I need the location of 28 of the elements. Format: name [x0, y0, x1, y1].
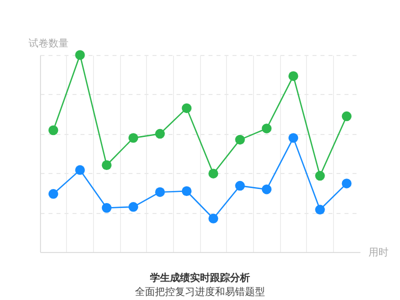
point — [208, 214, 218, 224]
point — [342, 178, 352, 188]
point — [288, 71, 298, 81]
point — [182, 103, 192, 114]
text: 学生成绩实时跟踪分析 — [150, 272, 250, 284]
point — [208, 168, 218, 178]
x-axis-title: 用时 — [368, 246, 388, 258]
point — [102, 160, 112, 170]
point — [102, 203, 112, 213]
point — [235, 180, 245, 191]
point — [182, 186, 192, 196]
point — [75, 165, 85, 175]
y-axis-title: 试卷数量 — [28, 38, 68, 50]
point — [315, 170, 325, 181]
point — [75, 50, 85, 60]
point — [315, 204, 325, 215]
point — [48, 125, 58, 136]
point — [48, 189, 58, 199]
point — [342, 111, 352, 122]
point — [262, 184, 272, 194]
point — [128, 133, 138, 143]
text: 全面把控复习进度和易错题型 — [135, 286, 265, 298]
point — [288, 133, 298, 143]
point — [128, 202, 138, 212]
point — [155, 187, 165, 197]
point — [262, 124, 272, 134]
point — [235, 134, 245, 145]
point — [155, 128, 165, 139]
